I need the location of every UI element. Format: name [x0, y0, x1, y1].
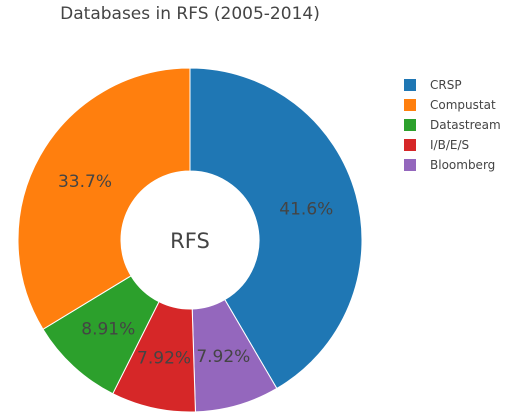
legend-swatch-bloomberg	[404, 159, 416, 171]
legend-label-datastream: Datastream	[430, 118, 501, 132]
center-label: RFS	[170, 229, 210, 253]
legend-label-compustat: Compustat	[430, 98, 496, 112]
chart-title: Databases in RFS (2005-2014)	[60, 4, 320, 24]
legend-swatch-crsp	[404, 79, 416, 91]
legend: CRSP Compustat Datastream I/B/E/S Bloomb…	[404, 75, 509, 175]
slice-percent-label-bloomberg: 7.92%	[196, 347, 250, 367]
legend-label-crsp: CRSP	[430, 78, 462, 92]
pie-slice-compustat[interactable]	[17, 67, 191, 330]
pie-slice-crsp[interactable]	[189, 67, 363, 390]
legend-item-compustat[interactable]: Compustat	[404, 95, 509, 115]
slice-percent-label-ibes: 7.92%	[137, 349, 191, 369]
legend-item-datastream[interactable]: Datastream	[404, 115, 509, 135]
slice-percent-label-compustat: 33.7%	[58, 172, 112, 192]
legend-item-ibes[interactable]: I/B/E/S	[404, 135, 509, 155]
legend-swatch-compustat	[404, 99, 416, 111]
legend-swatch-ibes	[404, 139, 416, 151]
legend-item-crsp[interactable]: CRSP	[404, 75, 509, 95]
legend-swatch-datastream	[404, 119, 416, 131]
slice-percent-label-datastream: 8.91%	[81, 320, 135, 340]
legend-label-ibes: I/B/E/S	[430, 138, 470, 152]
legend-item-bloomberg[interactable]: Bloomberg	[404, 155, 509, 175]
slice-percent-label-crsp: 41.6%	[279, 199, 333, 219]
legend-label-bloomberg: Bloomberg	[430, 158, 496, 172]
